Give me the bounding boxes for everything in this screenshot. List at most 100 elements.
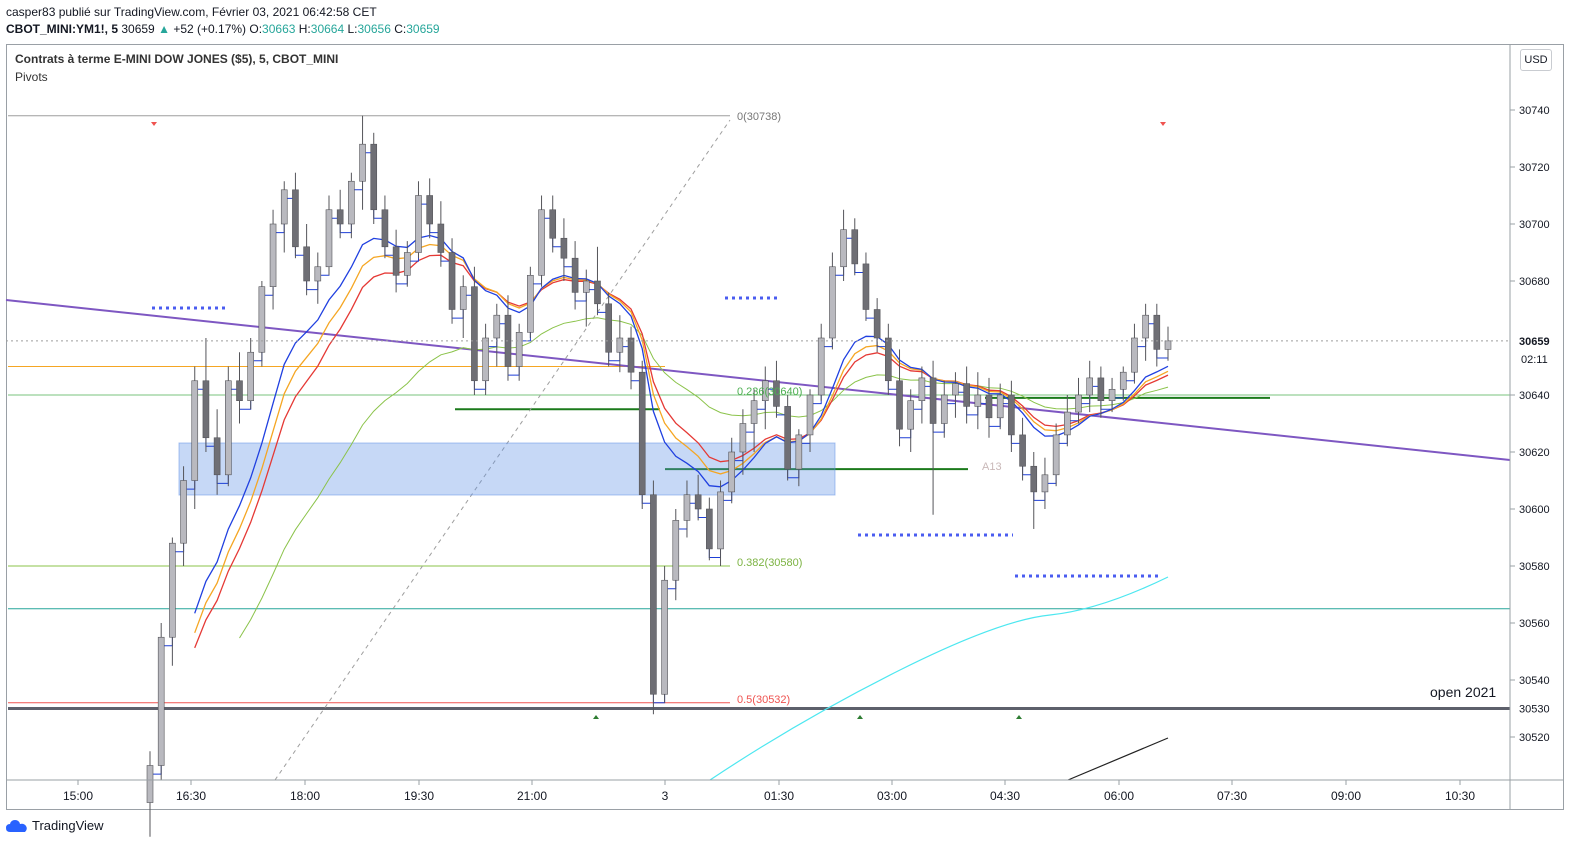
candle-body xyxy=(650,494,657,695)
candle-body xyxy=(348,180,355,225)
currency-button[interactable]: USD xyxy=(1520,49,1552,71)
candle-body xyxy=(929,377,937,424)
candle-body xyxy=(471,286,478,382)
price-tick-label: 30700 xyxy=(1519,219,1550,231)
candle-body xyxy=(582,280,590,293)
candle-body xyxy=(213,437,221,476)
candle-body xyxy=(459,286,467,310)
candle-body xyxy=(169,542,176,638)
candle-body xyxy=(191,380,199,481)
price-tick-label: 30720 xyxy=(1519,162,1550,174)
blue-moving-average xyxy=(194,234,1169,614)
candle-body xyxy=(706,508,713,550)
candle-body xyxy=(157,636,165,766)
orange-moving-average xyxy=(194,243,1169,634)
candle-body xyxy=(236,380,243,402)
last-price: 30659 xyxy=(121,22,155,36)
candle-body xyxy=(918,377,926,401)
high-value: 30664 xyxy=(310,22,345,36)
candle-body xyxy=(907,400,915,430)
candle-body xyxy=(963,383,970,407)
candle-body xyxy=(761,380,769,402)
candle-body xyxy=(728,451,736,493)
candle-body xyxy=(437,223,445,253)
candle-body xyxy=(773,380,780,407)
candle-body xyxy=(560,237,568,259)
price-tick-label: 30540 xyxy=(1519,675,1550,687)
pivot-high-marker xyxy=(1160,122,1166,126)
time-tick-label: 15:00 xyxy=(63,789,93,803)
time-tick-label: 3 xyxy=(662,789,669,803)
candle-body xyxy=(549,209,557,239)
candle-body xyxy=(829,266,836,339)
candle-body xyxy=(392,246,400,276)
candle-body xyxy=(1108,388,1116,401)
price-tick-label: 30600 xyxy=(1519,504,1550,516)
candle-body xyxy=(1153,314,1161,350)
candle-body xyxy=(952,383,959,396)
time-tick-label: 10:30 xyxy=(1445,789,1475,803)
candle-body xyxy=(527,274,534,333)
candle-body xyxy=(1119,371,1127,390)
green-moving-average xyxy=(239,317,1169,639)
price-tick-label: 30620 xyxy=(1519,447,1550,459)
candle-body xyxy=(1075,394,1082,413)
candle-body xyxy=(202,380,210,439)
indicator-label[interactable]: Pivots xyxy=(15,70,48,84)
pivot-low-marker xyxy=(857,715,863,719)
candle-body xyxy=(817,337,825,396)
downtrend-line[interactable] xyxy=(5,299,1511,461)
black-moving-average xyxy=(1067,737,1169,781)
candle-body xyxy=(851,229,859,265)
demand-zone xyxy=(178,442,836,496)
candle-body xyxy=(896,380,903,430)
candle-body xyxy=(359,143,366,182)
candle-body xyxy=(627,337,635,373)
candle-body xyxy=(571,257,579,293)
candle-body xyxy=(683,494,691,521)
candle-body xyxy=(370,143,378,211)
time-tick-label: 18:00 xyxy=(290,789,320,803)
price-tick-label: 30740 xyxy=(1519,105,1550,117)
price-tick-label: 30580 xyxy=(1519,561,1550,573)
candle-body xyxy=(258,286,266,353)
candle-body xyxy=(1008,394,1015,436)
time-tick-label: 16:30 xyxy=(176,789,206,803)
price-change: +52 (+0.17%) xyxy=(173,22,247,36)
time-tick-label: 06:00 xyxy=(1104,789,1134,803)
candle-body xyxy=(403,252,411,276)
candle-body xyxy=(862,263,870,310)
open-value: 30663 xyxy=(262,22,296,36)
pivot-low-marker xyxy=(1016,715,1022,719)
time-tick-label: 09:00 xyxy=(1331,789,1361,803)
candle-body xyxy=(661,579,668,695)
candle-body xyxy=(750,400,758,424)
candle-body xyxy=(1064,411,1071,436)
candle-body xyxy=(415,195,422,253)
tradingview-cloud-icon xyxy=(6,819,27,832)
candle-body xyxy=(1164,340,1172,350)
tradingview-logo[interactable]: TradingView xyxy=(6,818,104,833)
candle-body xyxy=(426,195,433,225)
candle-body xyxy=(594,280,601,305)
pivot-low-marker xyxy=(593,715,599,719)
chart-frame[interactable] xyxy=(6,44,1564,810)
time-tick-label: 21:00 xyxy=(517,789,547,803)
price-tick-label: 30560 xyxy=(1519,618,1550,630)
publish-info: casper83 publié sur TradingView.com, Fév… xyxy=(6,5,377,19)
candle-body xyxy=(616,337,624,353)
candle-body xyxy=(996,394,1004,419)
high-label: H: xyxy=(298,22,311,36)
candle-body xyxy=(605,303,612,353)
price-tick-label: 30640 xyxy=(1519,390,1550,402)
price-tick-label: 30520 xyxy=(1519,732,1550,744)
fib-0-label: 0(30738) xyxy=(737,111,781,123)
close-label: C: xyxy=(394,22,407,36)
symbol-label: CBOT_MINI:YM1!, 5 xyxy=(6,22,119,36)
low-label: L: xyxy=(347,22,358,36)
candle-body xyxy=(314,266,322,282)
candle-body xyxy=(515,331,523,367)
price-tick-label: 30680 xyxy=(1519,276,1550,288)
red-moving-average xyxy=(194,254,1169,649)
